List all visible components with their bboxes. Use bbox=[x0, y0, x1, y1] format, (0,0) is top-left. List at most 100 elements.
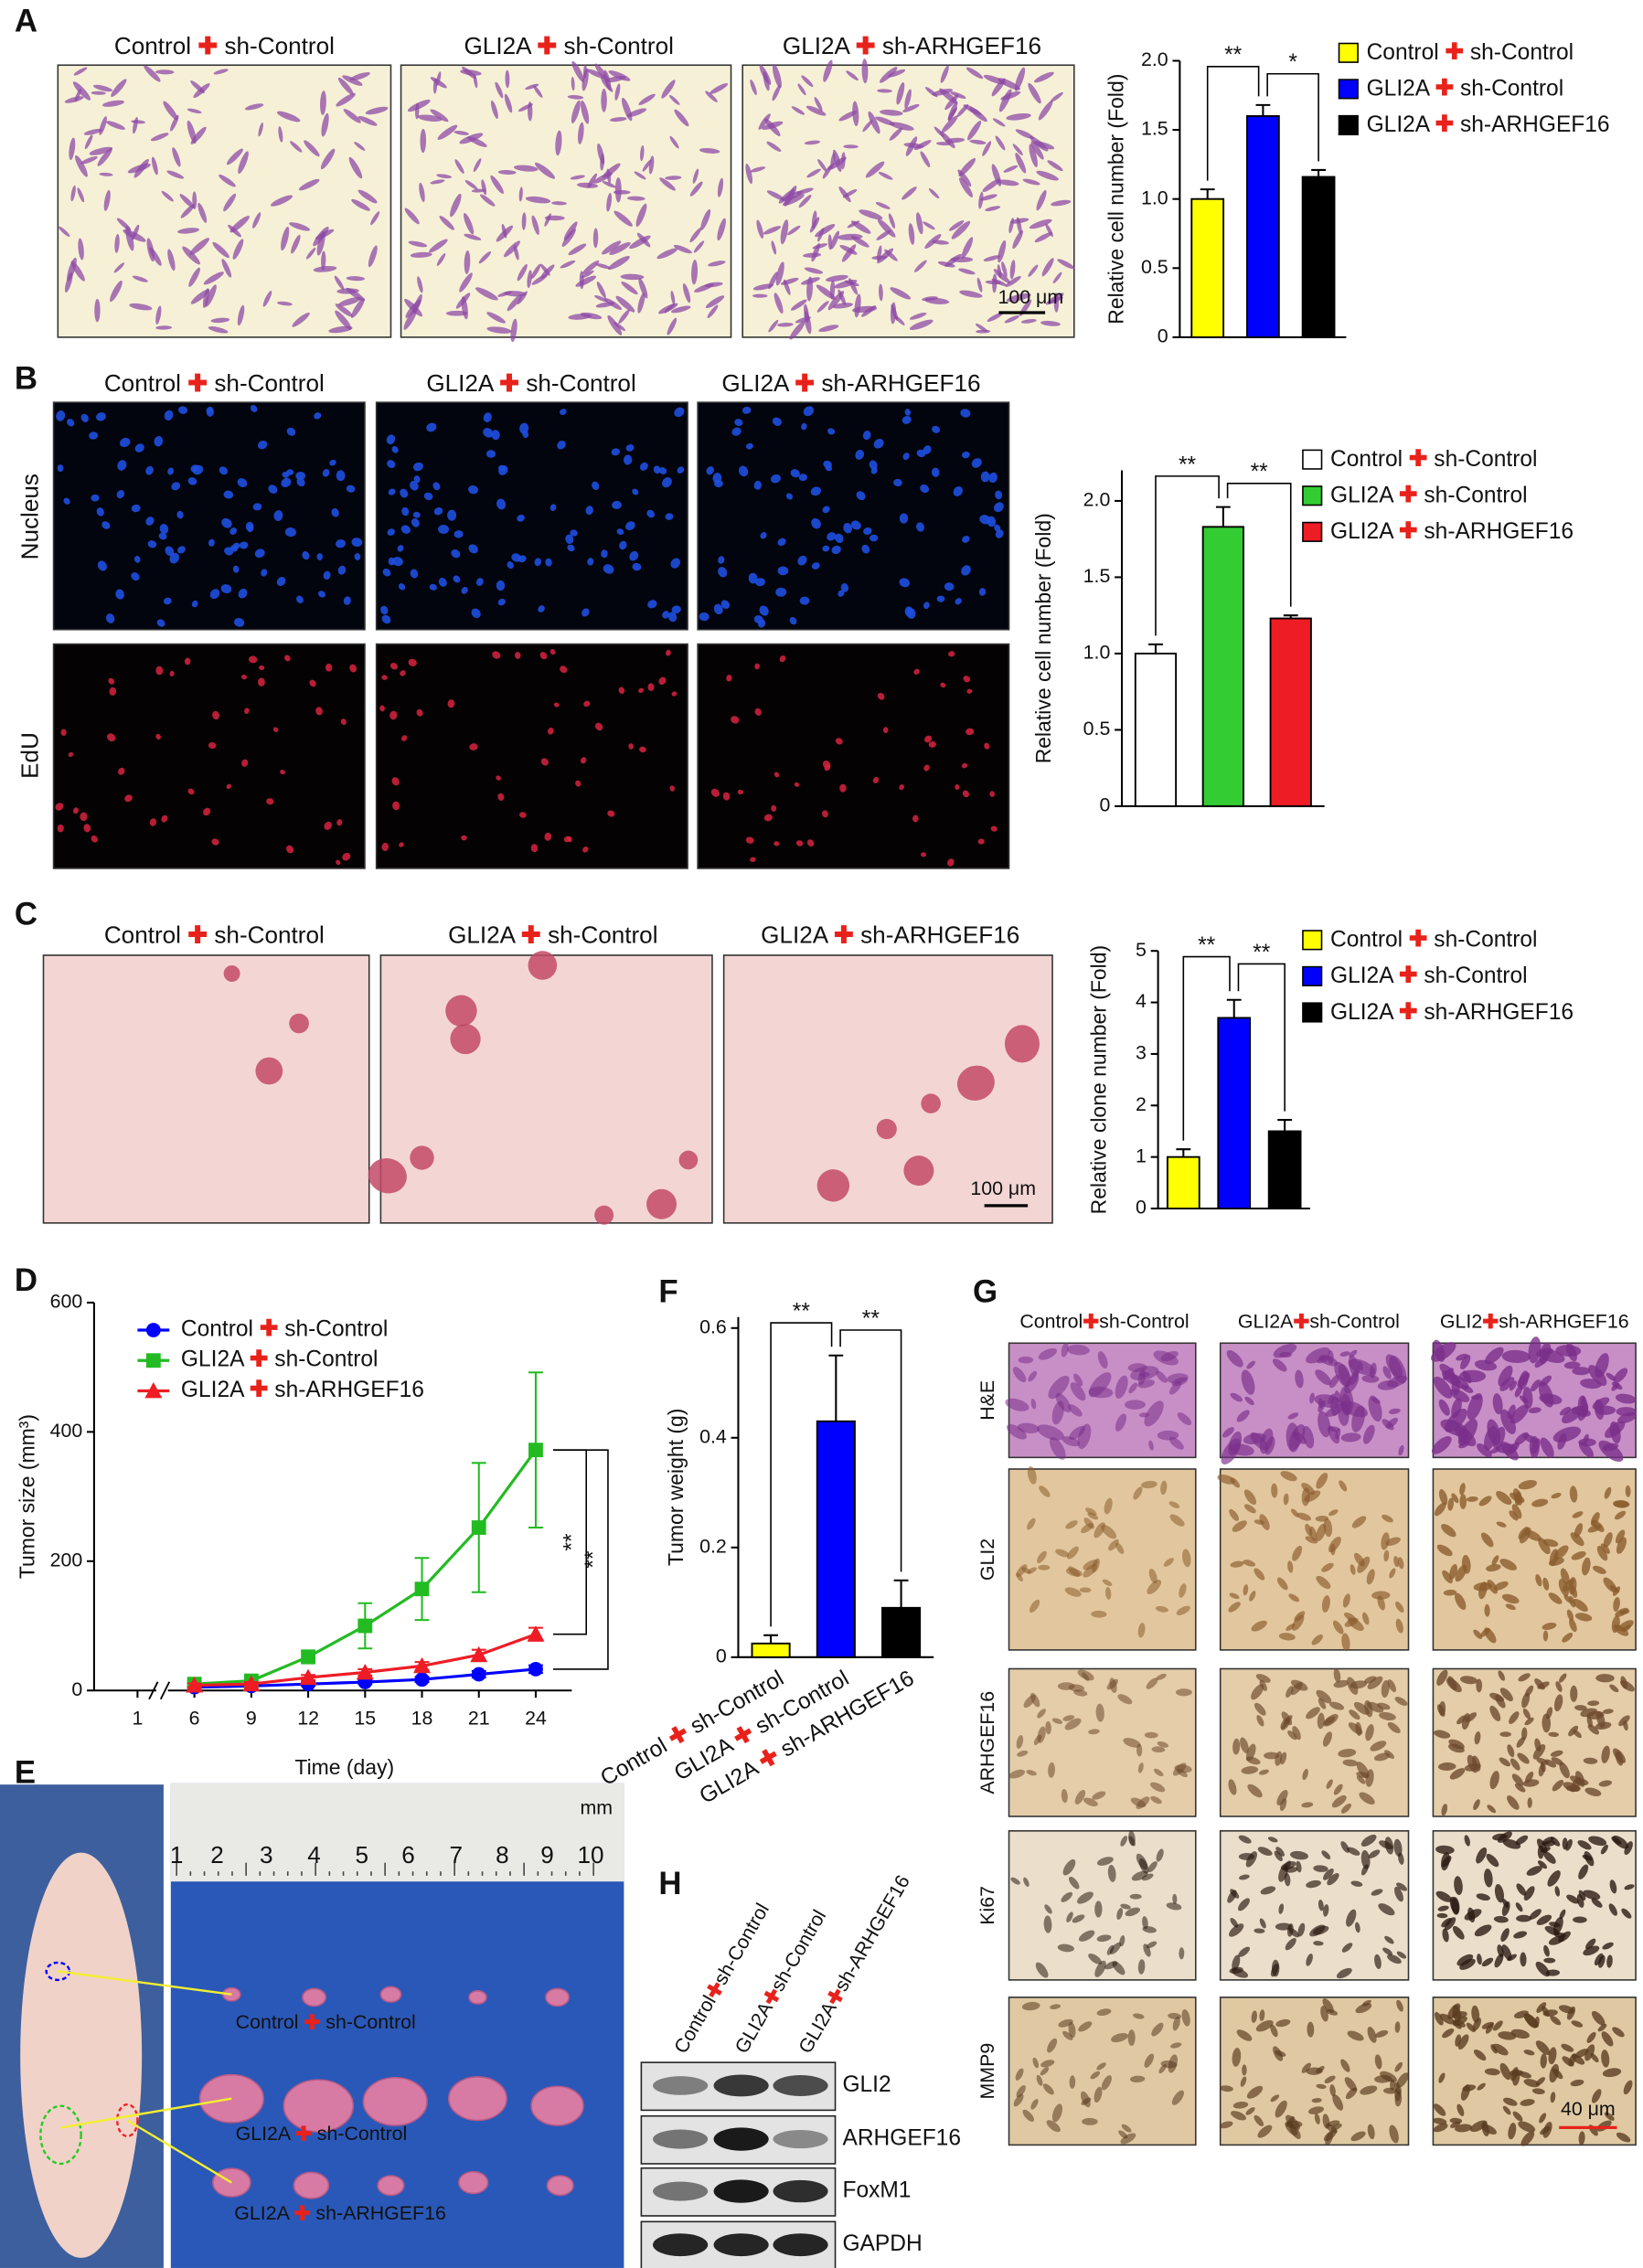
cell bbox=[1612, 2027, 1625, 2038]
micrograph bbox=[697, 643, 1010, 869]
micrograph bbox=[1008, 1830, 1197, 1981]
cell bbox=[1278, 1903, 1285, 1914]
cell bbox=[292, 312, 310, 327]
cell bbox=[1616, 2132, 1631, 2143]
cell bbox=[273, 510, 283, 521]
cell bbox=[411, 518, 420, 527]
image-title: GLI2A ✚ sh-Control bbox=[426, 369, 635, 397]
cell bbox=[1290, 1850, 1309, 1860]
cell bbox=[920, 852, 927, 857]
cell bbox=[636, 232, 651, 248]
cell bbox=[1051, 2103, 1063, 2123]
cell bbox=[89, 146, 113, 155]
significance-bracket bbox=[1237, 963, 1286, 1112]
cell bbox=[803, 406, 815, 417]
cell bbox=[613, 210, 633, 227]
cell bbox=[904, 89, 912, 109]
cell bbox=[316, 553, 323, 560]
cell bbox=[335, 303, 353, 317]
cell bbox=[59, 226, 70, 237]
plus-icon: ✚ bbox=[304, 2011, 320, 2033]
cell bbox=[1500, 1928, 1510, 1943]
cell bbox=[1028, 1370, 1038, 1382]
cell bbox=[1616, 1537, 1627, 1554]
cell bbox=[955, 783, 960, 791]
cell bbox=[1249, 1591, 1256, 1602]
cell bbox=[209, 589, 220, 600]
cell bbox=[876, 1118, 897, 1140]
cell bbox=[57, 464, 64, 473]
cell bbox=[284, 655, 291, 662]
cell bbox=[381, 675, 388, 680]
y-tick-label: 3 bbox=[1136, 1042, 1147, 1064]
cell bbox=[221, 259, 232, 278]
cell bbox=[766, 190, 785, 201]
tumor-outline bbox=[45, 1961, 71, 1982]
cell bbox=[1368, 1849, 1381, 1858]
cell bbox=[570, 529, 578, 537]
cell bbox=[381, 614, 391, 624]
cell bbox=[1449, 1389, 1470, 1402]
cell bbox=[1047, 160, 1063, 172]
cell bbox=[1041, 258, 1054, 277]
cell bbox=[221, 517, 232, 528]
cell bbox=[212, 710, 220, 720]
cell bbox=[583, 700, 591, 708]
legend-swatch bbox=[1302, 1002, 1323, 1023]
cell bbox=[1290, 1679, 1308, 1691]
cell bbox=[1273, 2046, 1284, 2061]
cell bbox=[1608, 1903, 1617, 1916]
cell bbox=[609, 117, 627, 122]
cell bbox=[1374, 2054, 1382, 2070]
cell bbox=[1485, 2023, 1494, 2034]
cell bbox=[587, 558, 594, 566]
cell bbox=[417, 276, 423, 293]
cell bbox=[1540, 2053, 1548, 2069]
tumor-outline bbox=[39, 2104, 82, 2166]
cell bbox=[1129, 2075, 1146, 2083]
cell bbox=[286, 845, 294, 854]
cell bbox=[1294, 1611, 1306, 1622]
cell bbox=[1613, 1596, 1620, 1612]
cell bbox=[197, 202, 208, 223]
cell bbox=[91, 91, 106, 95]
cell bbox=[899, 513, 909, 524]
cell bbox=[453, 131, 469, 135]
legend-label: Control ✚ sh-Control bbox=[1367, 40, 1574, 65]
cell bbox=[1322, 1731, 1332, 1747]
cell bbox=[151, 156, 158, 176]
cell bbox=[1539, 2113, 1547, 2124]
cell bbox=[1321, 1595, 1330, 1613]
cell bbox=[1469, 2120, 1488, 2133]
bar bbox=[1246, 115, 1280, 338]
column-title: GLI2A✚sh-Control bbox=[1238, 1311, 1400, 1333]
cell bbox=[1307, 2106, 1324, 2114]
pointer-line bbox=[58, 1970, 232, 1996]
cell bbox=[983, 255, 1000, 261]
cell bbox=[1447, 1676, 1457, 1690]
cell bbox=[1441, 1918, 1453, 1928]
cell bbox=[1396, 2072, 1409, 2089]
cell bbox=[801, 75, 814, 88]
cell bbox=[1243, 1504, 1256, 1514]
cell bbox=[1290, 1508, 1299, 1517]
cell bbox=[653, 465, 661, 474]
cell bbox=[72, 81, 91, 101]
cell bbox=[1177, 1412, 1192, 1426]
cell bbox=[486, 326, 512, 334]
cell bbox=[856, 491, 866, 501]
cell bbox=[1276, 1790, 1288, 1806]
cell bbox=[1029, 218, 1052, 229]
legend-label: GLI2A ✚ sh-ARHGEF16 bbox=[1330, 519, 1574, 544]
cell bbox=[57, 824, 64, 833]
cell bbox=[570, 175, 585, 180]
plus-icon: ✚ bbox=[250, 1347, 269, 1372]
cell bbox=[419, 182, 425, 203]
cell bbox=[1062, 1715, 1075, 1721]
cell bbox=[1096, 1934, 1112, 1943]
cell bbox=[775, 261, 784, 286]
plus-icon: ✚ bbox=[1482, 1311, 1499, 1333]
cell bbox=[827, 291, 845, 311]
cell bbox=[164, 410, 174, 421]
cell bbox=[947, 858, 955, 867]
